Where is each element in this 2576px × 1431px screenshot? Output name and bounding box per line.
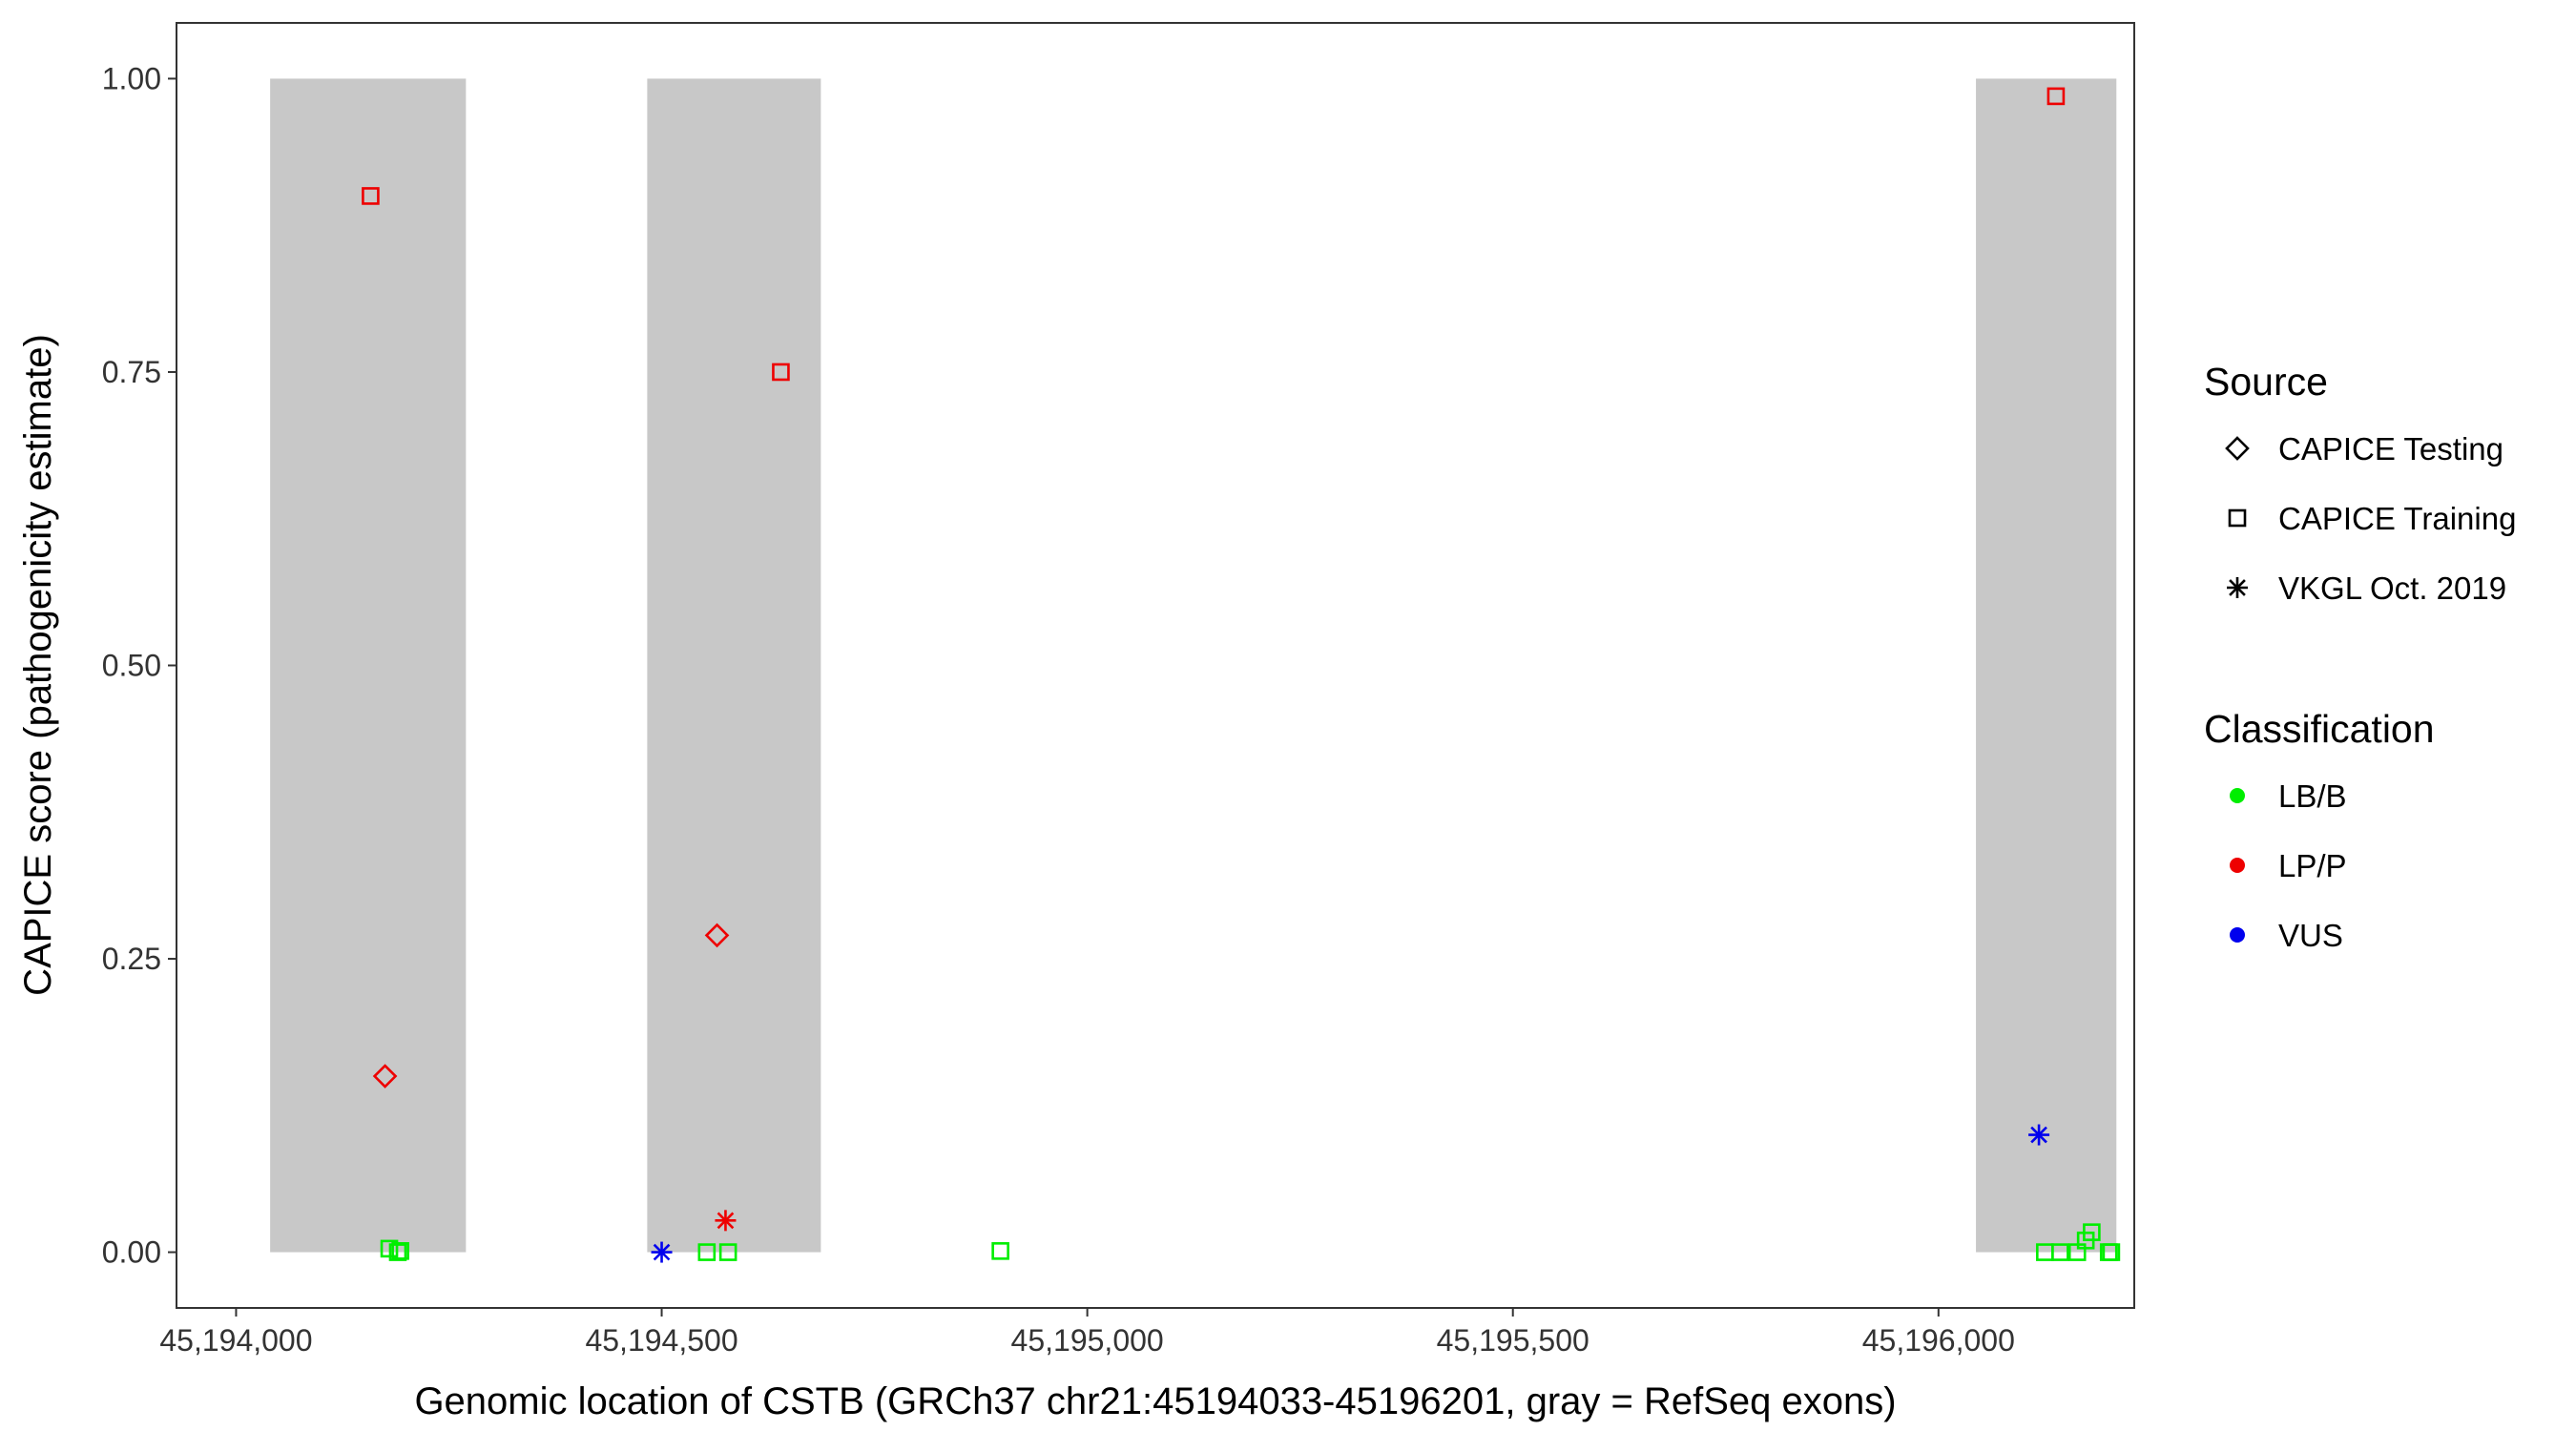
- data-point-8: [715, 1210, 737, 1232]
- legend-key-square: [2228, 508, 2247, 528]
- legend-key-dot: [2230, 788, 2245, 803]
- data-point-19: [2083, 1223, 2101, 1241]
- legend-label-classification: LP/P: [2278, 848, 2347, 883]
- x-axis-title: Genomic location of CSTB (GRCh37 chr21:4…: [414, 1380, 1896, 1422]
- exon-bands: [270, 78, 2117, 1253]
- y-axis: 0.00 0.25 0.50 0.75 1.00: [102, 61, 177, 1270]
- legend-key-dot: [2230, 858, 2245, 873]
- exon-band-1: [270, 78, 467, 1253]
- data-point-7: [704, 923, 730, 948]
- data-point-21: [2102, 1243, 2121, 1261]
- y-tick-label: 0.50: [102, 649, 161, 683]
- y-tick-label: 0.25: [102, 942, 161, 976]
- legend-title-source: Source: [2204, 360, 2328, 404]
- legend-key-dot: [2230, 927, 2245, 943]
- legend-label-source: CAPICE Training: [2278, 501, 2516, 536]
- y-axis-title: CAPICE score (pathogenicity estimate): [17, 334, 59, 996]
- y-tick-label: 1.00: [102, 61, 161, 95]
- data-point-6: [772, 363, 790, 382]
- y-tick-label: 0.75: [102, 355, 161, 389]
- data-point-14: [2028, 1124, 2050, 1146]
- data-point-1: [362, 187, 380, 205]
- y-tick-label: 0.00: [102, 1235, 161, 1270]
- x-tick-label: 45,194,000: [159, 1323, 312, 1358]
- legend-label-source: VKGL Oct. 2019: [2278, 570, 2506, 606]
- data-points: [362, 87, 2121, 1263]
- x-tick-label: 45,196,000: [1862, 1323, 2015, 1358]
- exon-band-2: [647, 78, 821, 1253]
- data-point-10: [697, 1243, 717, 1261]
- legend-label-classification: LB/B: [2278, 778, 2347, 814]
- data-point-11: [718, 1243, 737, 1261]
- x-axis: 45,194,000 45,194,500 45,195,000 45,195,500…: [159, 1308, 2015, 1358]
- data-point-13: [2046, 87, 2066, 106]
- legend-title-classification: Classification: [2204, 707, 2435, 751]
- data-point-2: [372, 1064, 398, 1089]
- legend: Source CAPICE Testing CAPICE Training VKGL …: [2204, 360, 2516, 953]
- exon-band-3: [1976, 78, 2117, 1253]
- plot-panel-border: [176, 22, 2135, 1309]
- data-point-12: [991, 1242, 1009, 1260]
- data-point-9: [651, 1241, 673, 1263]
- legend-label-source: CAPICE Testing: [2278, 431, 2503, 467]
- legend-label-classification: VUS: [2278, 918, 2343, 953]
- x-tick-label: 45,195,000: [1011, 1323, 1164, 1358]
- data-point-16: [2051, 1243, 2069, 1261]
- data-point-5: [391, 1242, 409, 1260]
- x-tick-label: 45,195,500: [1437, 1323, 1589, 1358]
- x-tick-label: 45,194,500: [585, 1323, 737, 1358]
- legend-key-asterisk: [2227, 577, 2248, 598]
- legend-key-diamond: [2225, 436, 2250, 461]
